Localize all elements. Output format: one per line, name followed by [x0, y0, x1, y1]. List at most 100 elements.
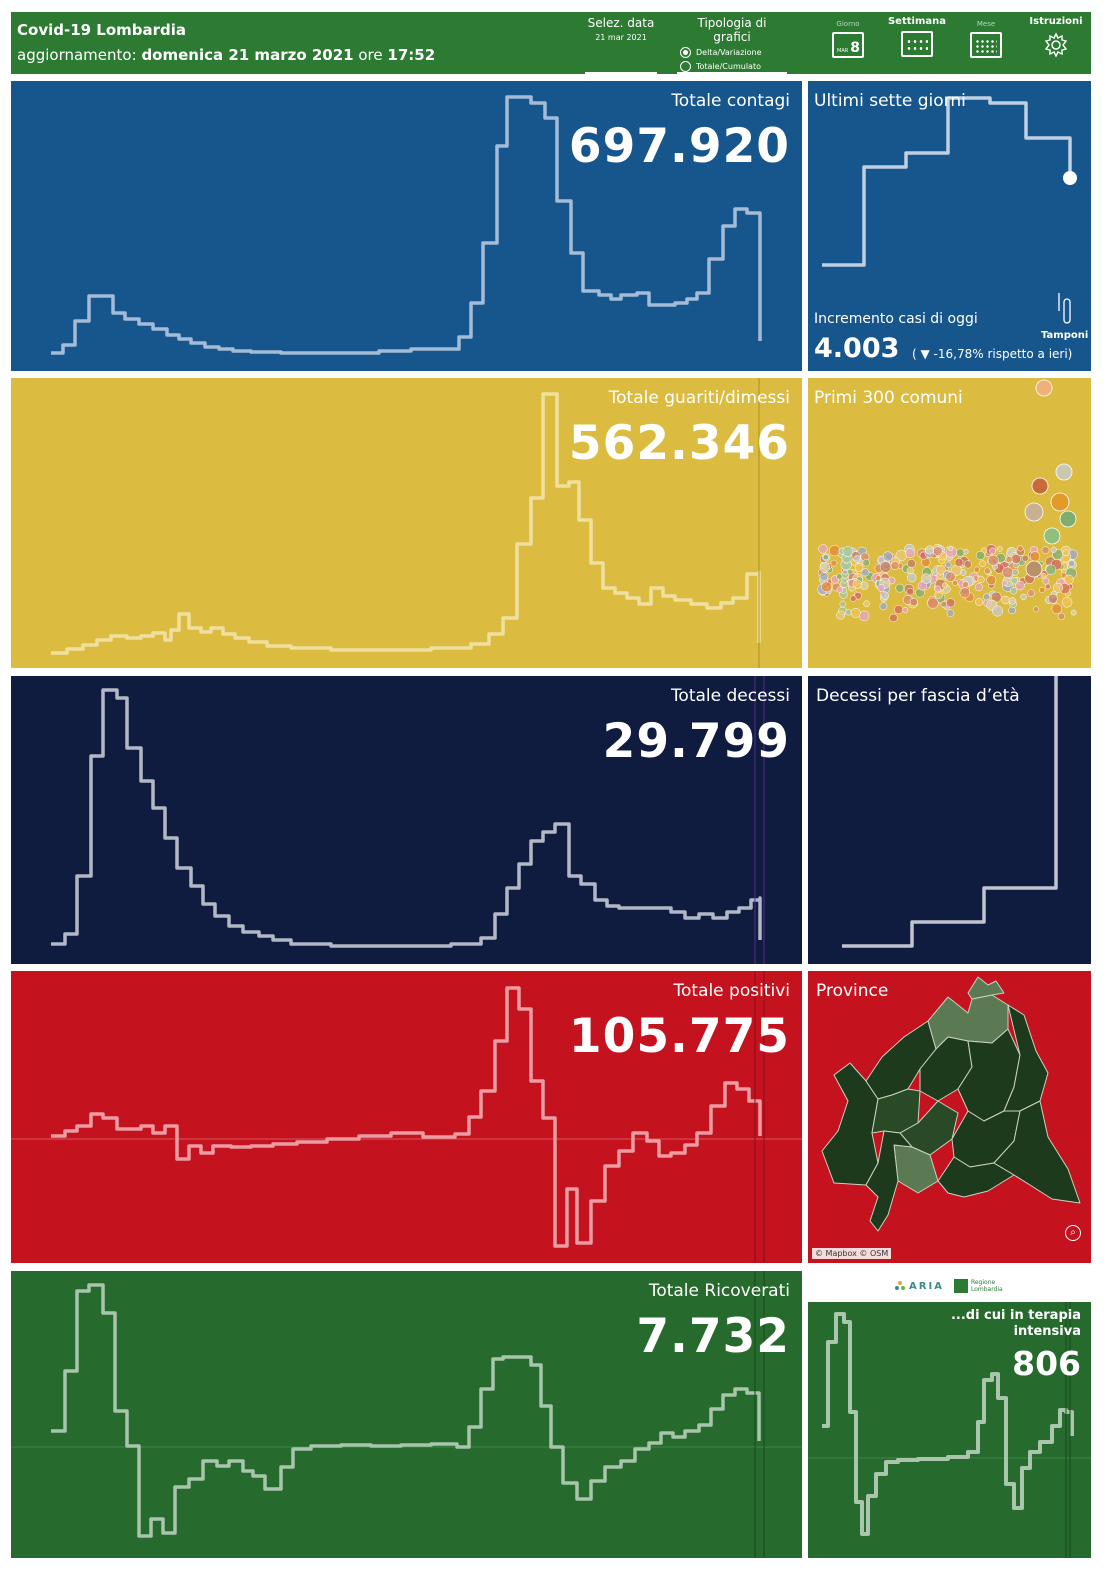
comune-bubble[interactable] — [1033, 606, 1039, 613]
comune-bubble[interactable] — [945, 571, 956, 582]
comune-bubble[interactable] — [836, 586, 844, 593]
comune-bubble[interactable] — [1043, 527, 1061, 545]
map-attribution[interactable]: © Mapbox © OSM — [812, 1248, 892, 1259]
comune-bubble[interactable] — [850, 607, 861, 618]
comune-bubble[interactable] — [836, 573, 843, 580]
comune-bubble[interactable] — [1015, 580, 1025, 591]
comune-bubble[interactable] — [954, 558, 964, 567]
comune-bubble[interactable] — [1008, 597, 1017, 605]
comune-bubble[interactable] — [877, 583, 885, 592]
comune-bubble[interactable] — [882, 551, 893, 562]
comune-bubble[interactable] — [879, 561, 892, 573]
comune-bubble[interactable] — [921, 573, 932, 584]
comune-bubble[interactable] — [1045, 583, 1051, 590]
comune-bubble[interactable] — [879, 602, 888, 611]
comune-bubble[interactable] — [986, 575, 997, 586]
comune-bubble[interactable] — [1059, 510, 1077, 528]
comune-bubble[interactable] — [909, 598, 918, 607]
comune-bubble[interactable] — [889, 613, 898, 623]
comune-bubble[interactable] — [1035, 379, 1053, 397]
comune-bubble[interactable] — [907, 572, 917, 583]
comune-bubble[interactable] — [1005, 555, 1013, 563]
comune-bubble[interactable] — [905, 548, 916, 559]
province-map[interactable] — [808, 971, 1091, 1263]
comune-bubble[interactable] — [1001, 595, 1010, 605]
comune-bubble[interactable] — [1021, 554, 1029, 562]
comune-bubble[interactable] — [992, 605, 1003, 617]
comune-bubble[interactable] — [942, 582, 948, 589]
comune-bubble[interactable] — [1063, 574, 1074, 585]
comune-bubble[interactable] — [1001, 566, 1014, 578]
comune-bubble[interactable] — [852, 579, 862, 589]
comune-bubble[interactable] — [952, 580, 958, 586]
comune-bubble[interactable] — [842, 546, 854, 557]
comune-bubble[interactable] — [819, 572, 829, 581]
comune-bubble[interactable] — [1027, 589, 1035, 597]
comune-bubble[interactable] — [945, 561, 952, 568]
comune-bubble[interactable] — [997, 546, 1003, 552]
day-view-button[interactable]: Giorno MAR 8 — [817, 16, 879, 72]
month-view-button[interactable]: Mese — [955, 16, 1017, 72]
comune-bubble[interactable] — [902, 606, 909, 613]
comune-bubble[interactable] — [925, 545, 935, 555]
comune-bubble[interactable] — [983, 567, 991, 575]
chart-type-totale-option[interactable]: Totale/Cumulato — [680, 61, 787, 72]
map-zoom-icon[interactable]: ⌕ — [1065, 1225, 1081, 1241]
comune-bubble[interactable] — [906, 587, 914, 596]
comune-bubble[interactable] — [983, 593, 990, 601]
comune-bubble[interactable] — [1024, 502, 1044, 522]
radio-empty-icon[interactable] — [680, 61, 691, 72]
comune-bubble[interactable] — [959, 587, 971, 598]
comune-bubble[interactable] — [1001, 579, 1008, 586]
ricoverati-panel[interactable]: Totale Ricoverati 7.732 — [11, 1271, 802, 1558]
comune-bubble[interactable] — [917, 581, 927, 591]
comune-bubble[interactable] — [1052, 582, 1064, 593]
comune-bubble[interactable] — [927, 597, 939, 609]
comune-bubble[interactable] — [936, 565, 946, 575]
comune-bubble[interactable] — [1068, 560, 1075, 567]
comune-bubble[interactable] — [1062, 549, 1070, 557]
comune-bubble[interactable] — [819, 562, 831, 573]
comune-bubble[interactable] — [934, 585, 942, 593]
comune-bubble[interactable] — [1031, 477, 1049, 495]
comune-bubble[interactable] — [947, 545, 954, 552]
comune-bubble[interactable] — [830, 559, 838, 567]
terapia-intensiva-panel[interactable]: ...di cui in terapia intensiva 806 — [808, 1302, 1091, 1558]
comune-bubble[interactable] — [1008, 606, 1016, 615]
province-region[interactable] — [967, 976, 1005, 1000]
date-selector[interactable]: Selez. data 21 mar 2021 — [585, 16, 657, 74]
contagi-panel[interactable]: Totale contagi 697.920 — [11, 81, 802, 371]
comune-bubble[interactable] — [946, 609, 955, 617]
comune-bubble[interactable] — [1070, 609, 1077, 616]
comune-bubble[interactable] — [836, 610, 846, 620]
comune-bubble[interactable] — [1061, 597, 1073, 608]
guariti-panel[interactable]: Totale guariti/dimessi 562.346 — [11, 378, 802, 668]
comune-bubble[interactable] — [973, 566, 980, 573]
comune-bubble[interactable] — [822, 554, 829, 561]
comune-bubble[interactable] — [906, 559, 916, 568]
comune-bubble[interactable] — [853, 555, 861, 563]
comune-bubble[interactable] — [975, 597, 984, 606]
comune-bubble[interactable] — [933, 546, 943, 556]
comune-bubble[interactable] — [821, 581, 832, 593]
comune-bubble[interactable] — [1039, 586, 1046, 594]
comune-bubble[interactable] — [1050, 492, 1070, 512]
comune-bubble[interactable] — [975, 550, 985, 560]
comune-bubble[interactable] — [1011, 554, 1021, 564]
comune-bubble[interactable] — [956, 548, 965, 557]
comune-bubble[interactable] — [946, 598, 956, 608]
comune-bubble[interactable] — [1057, 612, 1066, 621]
comune-bubble[interactable] — [841, 577, 848, 584]
comune-bubble[interactable] — [1010, 577, 1019, 585]
comune-bubble[interactable] — [839, 600, 847, 608]
tamponi-button[interactable]: Tamponi — [1041, 293, 1088, 341]
comune-bubble[interactable] — [1025, 560, 1043, 578]
comune-bubble[interactable] — [989, 547, 996, 555]
comune-bubble[interactable] — [1047, 593, 1058, 604]
comune-bubble[interactable] — [1045, 564, 1057, 576]
date-selector-value[interactable]: 21 mar 2021 — [595, 33, 647, 42]
comune-bubble[interactable] — [862, 559, 870, 567]
comune-bubble[interactable] — [854, 563, 864, 572]
comune-bubble[interactable] — [895, 583, 905, 593]
comune-bubble[interactable] — [828, 544, 841, 557]
